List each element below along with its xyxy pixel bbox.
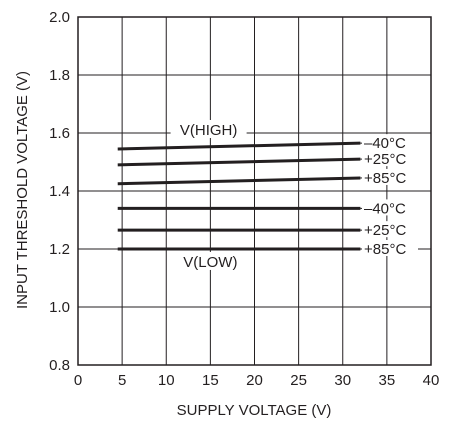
x-tick-label: 40 bbox=[423, 372, 440, 389]
x-tick-labels: 0 5 10 15 20 25 30 35 40 bbox=[74, 372, 440, 389]
y-tick-label: 2.0 bbox=[49, 9, 70, 26]
x-tick-label: 35 bbox=[379, 372, 396, 389]
series-labels: –40°C+25°C+85°C–40°C+25°C+85°CV(HIGH)V(L… bbox=[170, 120, 418, 271]
series-label-bg bbox=[361, 240, 418, 256]
x-tick-label: 10 bbox=[158, 372, 175, 389]
y-tick-label: 1.8 bbox=[49, 67, 70, 84]
series-label-bg bbox=[361, 150, 418, 167]
x-tick-label: 25 bbox=[290, 372, 307, 389]
series-label-bg bbox=[361, 199, 418, 216]
y-tick-label: 1.0 bbox=[49, 299, 70, 316]
x-tick-label: 15 bbox=[202, 372, 219, 389]
series-label: +25°C bbox=[364, 151, 406, 168]
series-line bbox=[117, 176, 361, 186]
y-tick-labels: 0.8 1.0 1.2 1.4 1.6 1.8 2.0 bbox=[49, 9, 70, 374]
x-tick-label: 30 bbox=[334, 372, 351, 389]
series-lines bbox=[117, 141, 361, 251]
y-tick-label: 0.8 bbox=[49, 357, 70, 374]
x-axis-title: SUPPLY VOLTAGE (V) bbox=[177, 402, 332, 419]
series-label-bg bbox=[361, 221, 418, 238]
series-line bbox=[117, 157, 361, 167]
group-label: V(LOW) bbox=[183, 254, 237, 271]
series-label-bg bbox=[361, 134, 418, 151]
group-label-bg bbox=[170, 120, 247, 138]
series-label: +25°C bbox=[364, 222, 406, 239]
group-label-bg bbox=[172, 251, 249, 270]
y-axis-title: INPUT THRESHOLD VOLTAGE (V) bbox=[14, 71, 31, 309]
series-label: +85°C bbox=[364, 170, 406, 187]
y-tick-label: 1.4 bbox=[49, 183, 70, 200]
x-tick-label: 5 bbox=[118, 372, 126, 389]
group-label: V(HIGH) bbox=[180, 122, 238, 139]
grid bbox=[77, 16, 432, 366]
plot-frame bbox=[77, 16, 432, 366]
x-tick-label: 0 bbox=[74, 372, 82, 389]
x-tick-label: 20 bbox=[246, 372, 263, 389]
series-label: –40°C bbox=[364, 135, 406, 152]
y-tick-label: 1.6 bbox=[49, 125, 70, 142]
y-tick-label: 1.2 bbox=[49, 241, 70, 258]
series-label: –40°C bbox=[364, 200, 406, 217]
series-line bbox=[117, 141, 361, 151]
series-label: +85°C bbox=[364, 241, 406, 258]
series-label-bg bbox=[361, 168, 418, 185]
